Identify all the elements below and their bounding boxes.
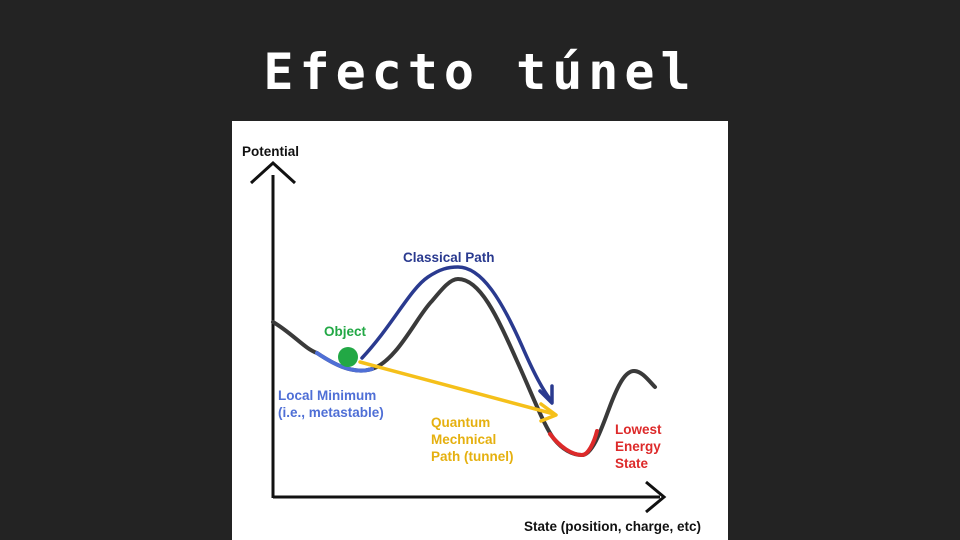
local-minimum-label: Local Minimum (i.e., metastable) — [278, 388, 384, 420]
quantum-path-label: Quantum Mechnical Path (tunnel) — [431, 415, 514, 464]
lowest-energy-label: Lowest Energy State — [615, 422, 662, 471]
axes — [249, 160, 667, 514]
lowest-energy-highlight — [548, 429, 599, 458]
slide-title: Efecto túnel — [263, 43, 697, 101]
x-axis-label: State (position, charge, etc) — [524, 519, 702, 534]
y-axis-label: Potential — [242, 144, 300, 159]
classical-path-arrow — [360, 265, 552, 401]
tunneling-diagram: Potential State (position, charge, etc) … — [232, 121, 728, 540]
classical-path-arrowhead — [538, 384, 554, 405]
local-minimum-highlight — [315, 351, 374, 373]
object-label: Object — [324, 324, 367, 339]
quantum-path-arrowhead — [539, 402, 558, 423]
object-ball — [338, 347, 358, 367]
y-axis-arrowhead — [249, 160, 297, 185]
diagram-graphic — [249, 160, 667, 514]
quantum-path-arrow — [358, 360, 556, 416]
classical-path-label: Classical Path — [403, 250, 495, 265]
x-axis-arrowhead — [645, 480, 667, 514]
